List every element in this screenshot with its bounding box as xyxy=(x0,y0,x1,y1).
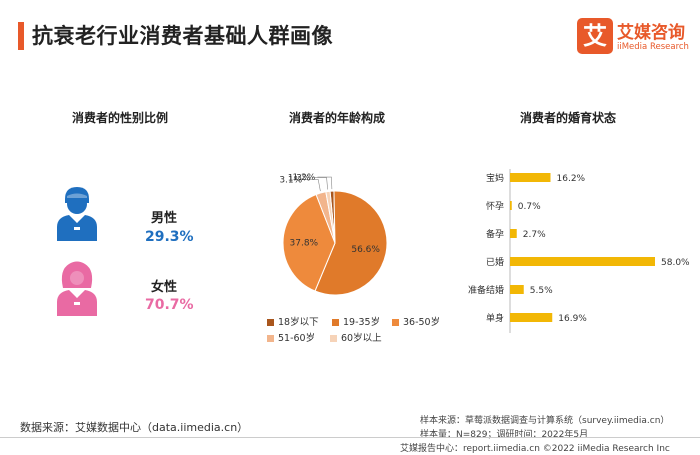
legend-label: 60岁以上 xyxy=(341,333,382,344)
age-pie-chart: 1.2% 56.6% 37.8% 3.1%1.3% xyxy=(279,173,388,296)
bar-data-label: 5.5% xyxy=(530,286,553,296)
legend-item: 18岁以下 xyxy=(267,314,319,328)
pie-data-label: 3.1% xyxy=(279,175,302,185)
pie-slice xyxy=(325,190,336,244)
bar xyxy=(510,313,553,322)
legend-swatch xyxy=(267,319,274,326)
pie-data-label: 37.8% xyxy=(290,239,319,249)
page-title: 抗衰老行业消费者基础人群画像 xyxy=(32,24,333,48)
sample-info: 样本量：N=829；调研时间：2022年5月 xyxy=(420,430,589,440)
pie-slice xyxy=(282,193,336,292)
title-accent-bar xyxy=(18,22,24,50)
legend-item: 36-50岁 xyxy=(392,314,440,328)
legend-swatch xyxy=(392,319,399,326)
pie-slice xyxy=(314,190,388,296)
bar-data-label: 58.0% xyxy=(661,258,690,268)
female-icon xyxy=(57,261,97,316)
bar-data-label: 16.9% xyxy=(558,314,587,324)
marital-chart-title: 消费者的婚育状态 xyxy=(519,111,616,125)
legend-label: 36-50岁 xyxy=(403,317,441,328)
legend-label: 19-35岁 xyxy=(343,317,381,328)
pie-data-label: 1.2% xyxy=(293,173,316,183)
legend-swatch xyxy=(330,335,337,342)
bar-category-label: 已婚 xyxy=(486,256,504,268)
gender-section-title: 消费者的性别比例 xyxy=(71,111,168,125)
bar xyxy=(510,229,517,238)
legend-item: 51-60岁 xyxy=(267,330,315,344)
legend-swatch xyxy=(332,319,339,326)
footer-divider xyxy=(0,437,700,438)
legend-item: 60岁以上 xyxy=(330,330,382,344)
age-chart-title: 消费者的年龄构成 xyxy=(288,111,385,125)
pie-data-label: 1.3% xyxy=(288,174,311,184)
bar-category-label: 准备结婚 xyxy=(468,284,504,296)
brand-name-en: iiMedia Research xyxy=(617,42,689,52)
male-value: 29.3% xyxy=(145,229,194,245)
brand-mark: 艾 xyxy=(577,18,613,54)
bar-data-label: 16.2% xyxy=(557,174,586,184)
bar xyxy=(510,173,551,182)
female-label: 女性 xyxy=(151,280,178,295)
bar-data-label: 2.7% xyxy=(523,230,546,240)
legend-label: 18岁以下 xyxy=(278,317,319,328)
legend-swatch xyxy=(267,335,274,342)
copyright: 艾媒报告中心：report.iimedia.cn ©2022 iiMedia R… xyxy=(400,444,670,454)
brand-logo: 艾 艾媒咨询 iiMedia Research xyxy=(577,18,693,58)
brand-name-cn: 艾媒咨询 xyxy=(617,23,685,43)
data-source: 数据来源：艾媒数据中心（data.iimedia.cn） xyxy=(20,421,249,434)
bar-category-label: 备孕 xyxy=(486,228,504,240)
pie-leader-line xyxy=(317,176,333,190)
pie-data-label: 56.6% xyxy=(351,245,380,255)
bar-data-label: 0.7% xyxy=(518,202,541,212)
bar-category-label: 宝妈 xyxy=(486,172,504,184)
bar xyxy=(510,257,655,266)
pie-leader-line xyxy=(304,179,321,192)
female-value: 70.7% xyxy=(145,297,194,313)
legend-item: 19-35岁 xyxy=(332,314,380,328)
male-label: 男性 xyxy=(151,211,178,226)
legend-label: 51-60岁 xyxy=(278,333,316,344)
male-icon xyxy=(57,187,97,241)
sample-source: 样本来源：草莓派数据调查与计算系统（survey.iimedia.cn） xyxy=(420,416,670,426)
bar-category-label: 怀孕 xyxy=(486,200,504,212)
pie-leader-line xyxy=(312,177,328,190)
bar xyxy=(510,201,512,210)
bar-category-label: 单身 xyxy=(486,312,504,324)
bar xyxy=(510,285,524,294)
marital-bar-chart: 宝妈 16.2% 怀孕 0.7% 备孕 2.7% 已婚 58.0% 准备结婚 5.5% 单身 16.9… xyxy=(468,169,690,333)
